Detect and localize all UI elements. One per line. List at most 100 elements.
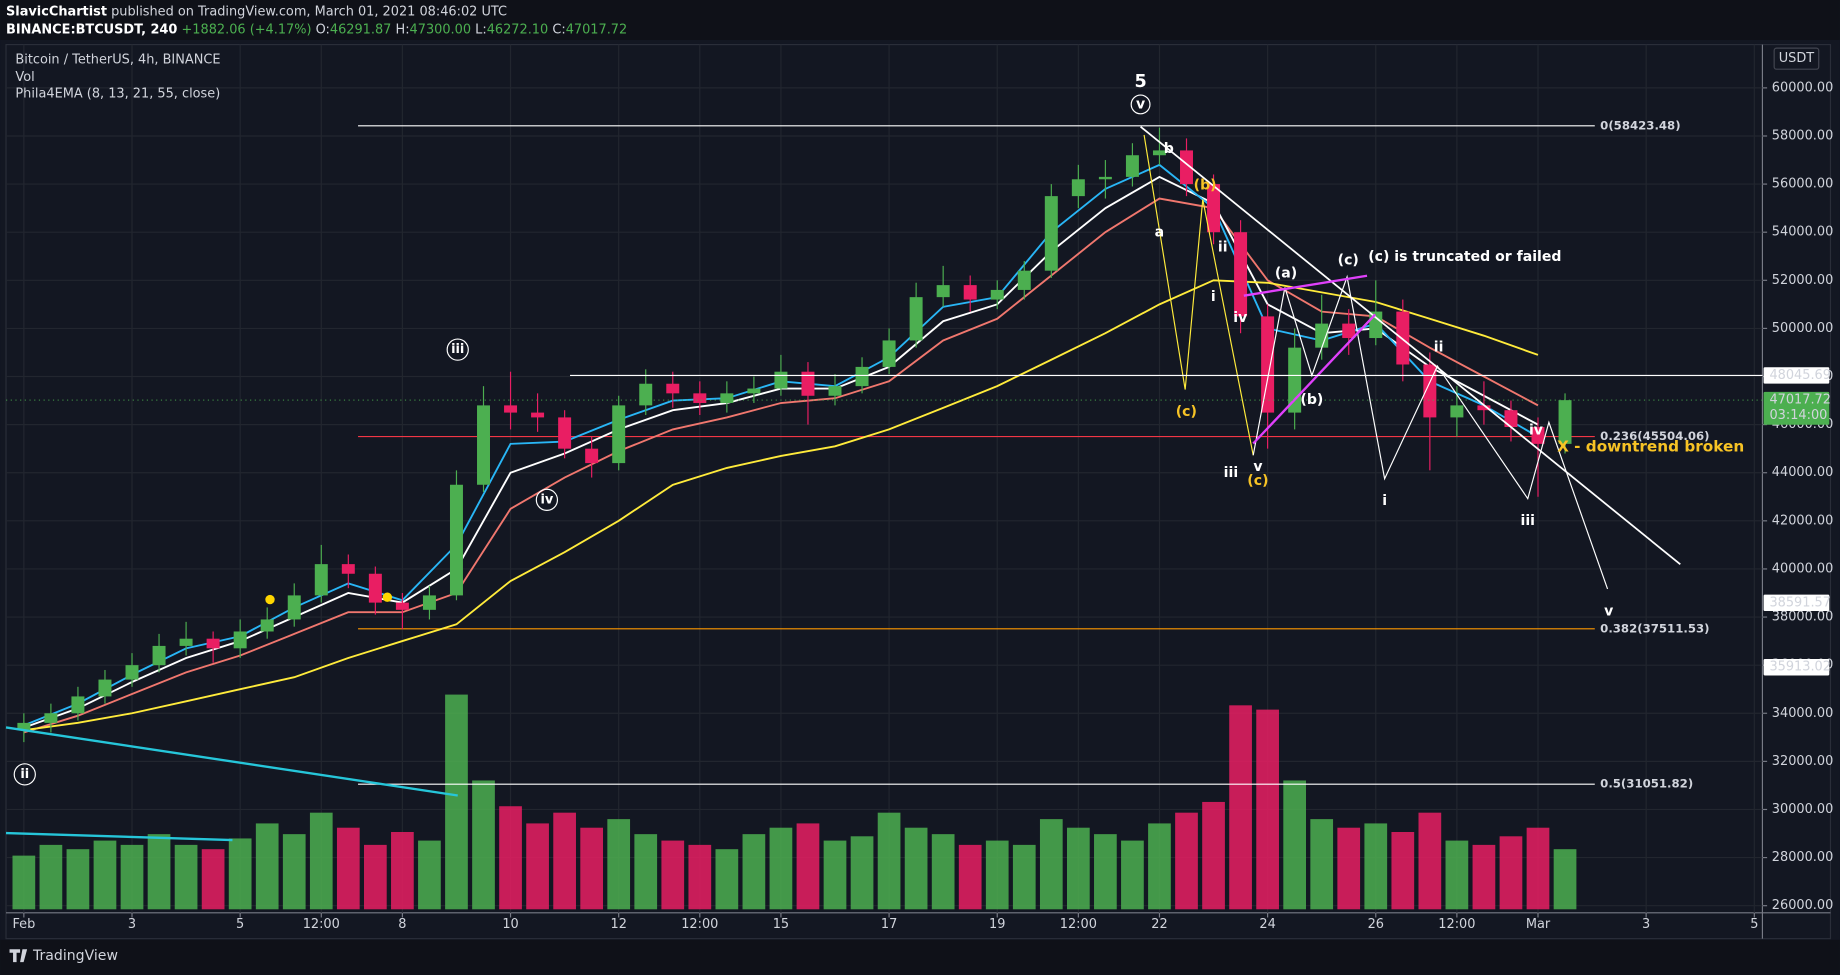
volume-bar (174, 844, 198, 910)
volume-bar (1283, 780, 1307, 910)
volume-bar (580, 827, 604, 910)
y-tick-label: 32000.00 (1772, 754, 1834, 769)
volume-bar (904, 827, 928, 910)
volume-bar (228, 838, 252, 910)
volume-bar (363, 844, 387, 910)
y-tick-label: 30000.00 (1772, 802, 1834, 817)
y-tick-label: 34000.00 (1772, 706, 1834, 721)
candle-body (612, 405, 626, 464)
pane-border (5, 43, 1832, 940)
fib-label: 0.5(31051.82) (1600, 777, 1693, 791)
volume-bar (1066, 827, 1090, 910)
y-tick-label: 26000.00 (1772, 898, 1834, 913)
l-label: L: (475, 22, 487, 37)
volume-bar (1094, 834, 1117, 910)
y-tick-label: 60000.00 (1772, 80, 1834, 95)
marker-dot (382, 592, 393, 602)
candle-body (71, 696, 85, 714)
volume-bar (1472, 844, 1496, 910)
wave-circle (1130, 94, 1151, 115)
volume-bar (1229, 705, 1252, 910)
x-tick-label: 12:00 (1060, 917, 1097, 932)
currency-box[interactable] (1773, 47, 1820, 70)
volume-bar (499, 806, 522, 910)
wave-label: iii (1521, 513, 1535, 529)
wave-label: v (1136, 96, 1145, 112)
volume-bar (1526, 827, 1550, 910)
o-value: 46291.87 (330, 22, 392, 37)
price-tag-label: 47017.72 (1769, 393, 1831, 408)
x-tick-label: 22 (1151, 917, 1167, 932)
candle-body (639, 383, 653, 406)
volume-bar (309, 812, 333, 910)
downtrend-line (1140, 126, 1681, 566)
volume-bar (1256, 709, 1279, 910)
volume-bar (12, 855, 36, 910)
candle-body (1450, 405, 1464, 418)
wave-label: (c) (1338, 252, 1359, 268)
volume-bar (1202, 801, 1225, 910)
legend-volume: Vol (15, 70, 34, 85)
channel-high (1243, 274, 1368, 297)
candle-body (368, 573, 382, 603)
volume-bar (1391, 832, 1415, 910)
candle-body (206, 638, 220, 649)
candle-body (1423, 364, 1437, 418)
candle-body (422, 595, 436, 610)
candle-body (179, 638, 193, 646)
wave-label: ii (20, 767, 29, 782)
x-tick-label: 12 (610, 917, 626, 932)
wave-circle (446, 338, 469, 361)
volume-bar (1175, 812, 1198, 910)
candle-body (287, 595, 301, 620)
x-tick-label: Feb (12, 917, 35, 932)
candle-body (1071, 179, 1085, 197)
volume-bar (445, 694, 468, 910)
candle-body (828, 386, 842, 396)
volume-bar (1553, 849, 1577, 910)
candle-body (1098, 176, 1112, 180)
wave-label: iv (1529, 423, 1543, 439)
volume-bar (201, 849, 225, 910)
volume-bar (336, 827, 360, 910)
fib-levels: 0(58423.48) 0.236(45504.06) 0.382(37511.53… (358, 118, 1710, 791)
l-value: 46272.10 (487, 22, 549, 37)
x-tick-label: 12:00 (303, 917, 340, 932)
candle-body (990, 289, 1004, 300)
wave-label: (a) (1275, 265, 1297, 281)
x-tick-label: 15 (773, 917, 789, 932)
volume-bar (742, 834, 766, 910)
candle-body (98, 679, 112, 697)
y-tick-label: 40000.00 (1772, 561, 1834, 576)
wave-label: i (1382, 493, 1387, 509)
symbol: BINANCE:BTCUSDT, 240 (6, 22, 177, 37)
wave-circle (13, 763, 36, 786)
y-tick-label: 28000.00 (1772, 850, 1834, 865)
x-tick-label: 8 (398, 917, 406, 932)
candle-body (936, 285, 950, 298)
wave-white (1252, 274, 1609, 590)
volume-bar (661, 840, 685, 910)
volume-bar (147, 834, 171, 910)
volume-bar (1310, 819, 1334, 910)
c-label: C: (552, 22, 565, 37)
wave-yellow (1143, 134, 1254, 456)
candle-body (693, 393, 707, 403)
currency[interactable]: USDT (1779, 51, 1815, 66)
change: +1882.06 (+4.17%) (181, 22, 311, 37)
candle-body (314, 564, 328, 596)
candle-body (666, 383, 680, 394)
price-tag-label: 35913.02 (1769, 660, 1831, 675)
candle-body (1152, 150, 1166, 156)
candle-body (1125, 155, 1139, 177)
volume (12, 694, 1577, 910)
x-tick-label: 17 (881, 917, 897, 932)
wave-circle (535, 488, 559, 511)
price-tag-label: 48045.69 (1769, 368, 1831, 383)
candle-body (449, 484, 463, 596)
candle-body (1261, 316, 1275, 413)
price-tag-countdown: 03:14:00 (1769, 408, 1827, 423)
channel-low (1252, 313, 1377, 445)
fib-label: 0.236(45504.06) (1600, 429, 1709, 443)
